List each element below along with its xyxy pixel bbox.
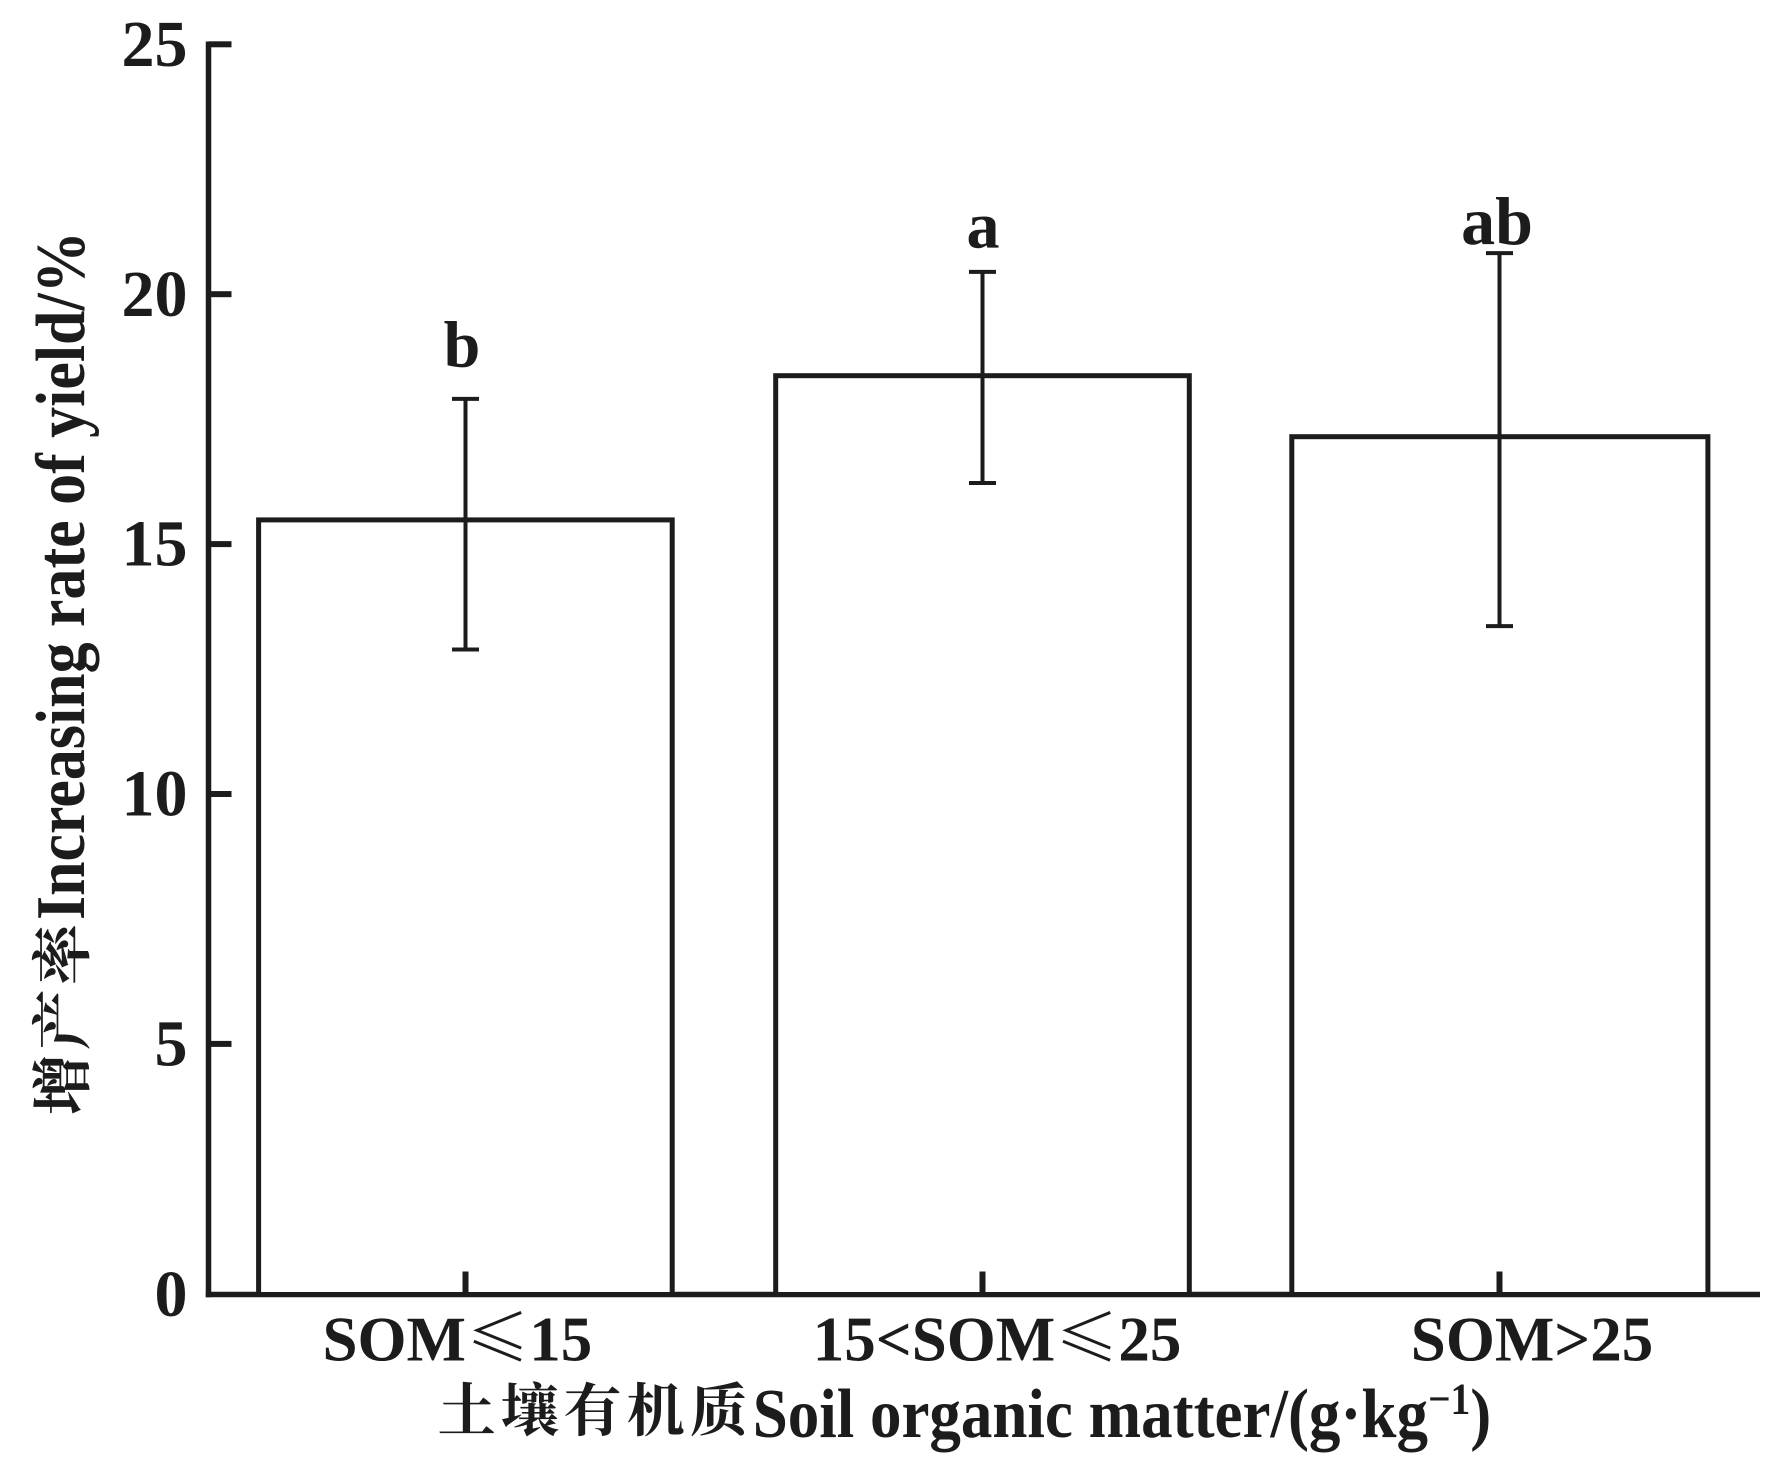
svg-text:ab: ab [1461, 183, 1533, 259]
svg-text:0: 0 [155, 1258, 188, 1331]
svg-text:b: b [444, 309, 481, 382]
svg-text:10: 10 [122, 758, 188, 831]
svg-text:a: a [967, 190, 1000, 263]
svg-text:SOM>25: SOM>25 [1411, 1305, 1653, 1375]
svg-text:Soil organic matter/(g·kg−1): Soil organic matter/(g·kg−1) [753, 1376, 1492, 1453]
svg-text:5: 5 [155, 1008, 188, 1081]
svg-text:Increasing rate of yield/%: Increasing rate of yield/% [23, 231, 100, 920]
svg-text:25: 25 [122, 8, 188, 81]
svg-text:15: 15 [529, 1305, 592, 1375]
svg-text:15: 15 [122, 508, 188, 581]
svg-text:15<SOM: 15<SOM [813, 1305, 1055, 1375]
svg-text:25: 25 [1118, 1305, 1181, 1375]
svg-text:20: 20 [122, 258, 188, 331]
svg-text:SOM: SOM [323, 1305, 467, 1375]
